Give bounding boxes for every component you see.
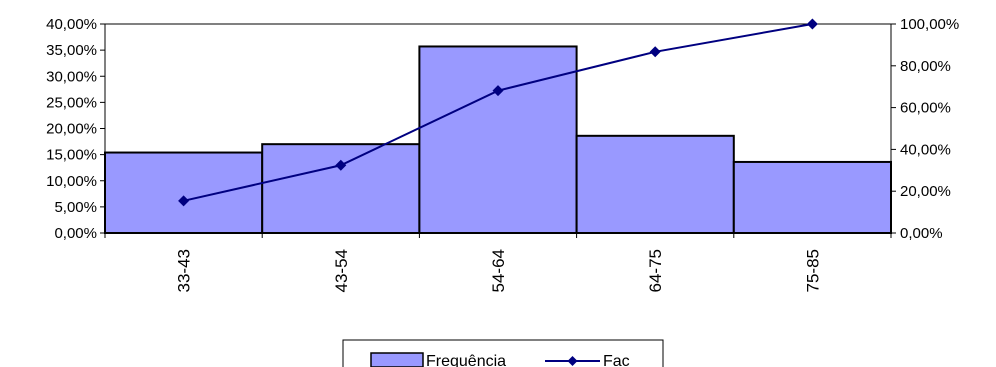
right-tick-label: 100,00% (900, 16, 959, 33)
left-tick-label: 0,00% (54, 225, 97, 242)
left-tick-label: 10,00% (46, 173, 97, 190)
legend-swatch-fac-marker (567, 356, 578, 366)
bar-43-54 (261, 143, 421, 234)
category-label: 64-75 (646, 249, 665, 292)
cumulative-line-group (178, 18, 818, 207)
category-label: 43-54 (332, 249, 351, 292)
right-tick-label: 80,00% (900, 58, 951, 75)
right-tick-label: 40,00% (900, 141, 951, 158)
right-tick-label: 60,00% (900, 100, 951, 117)
legend-swatch-frequencia (370, 352, 424, 367)
right-tick-label: 20,00% (900, 183, 951, 200)
left-tick-label: 25,00% (46, 94, 97, 111)
left-tick-label: 35,00% (46, 42, 97, 59)
left-tick-label: 15,00% (46, 147, 97, 164)
legend-label-fac: Fac (603, 353, 630, 367)
category-label: 33-43 (175, 249, 194, 292)
left-tick-label: 30,00% (46, 68, 97, 85)
category-label: 75-85 (803, 249, 822, 292)
fac-point-43-54 (335, 159, 347, 171)
bar-75-85 (732, 160, 892, 234)
bar-54-64 (418, 45, 578, 234)
fac-point-75-85 (806, 18, 818, 30)
axes-group (100, 23, 896, 238)
right-tick-label: 0,00% (900, 225, 943, 242)
bar-64-75 (575, 134, 735, 234)
legend-label-frequencia: Frequência (426, 353, 506, 367)
fac-point-33-43 (178, 195, 190, 207)
bar-33-43 (104, 151, 264, 234)
legend: Frequência Fac (342, 339, 664, 367)
labels-group: 0,00% 5,00% 10,00% 15,00% 20,00% 25,00% 30,00%… (46, 16, 959, 292)
fac-point-54-64 (492, 85, 504, 97)
left-tick-label: 40,00% (46, 16, 97, 33)
bars-group (104, 45, 892, 234)
fac-point-64-75 (649, 46, 661, 58)
left-tick-label: 5,00% (54, 199, 97, 216)
category-label: 54-64 (489, 249, 508, 292)
left-tick-label: 20,00% (46, 121, 97, 138)
